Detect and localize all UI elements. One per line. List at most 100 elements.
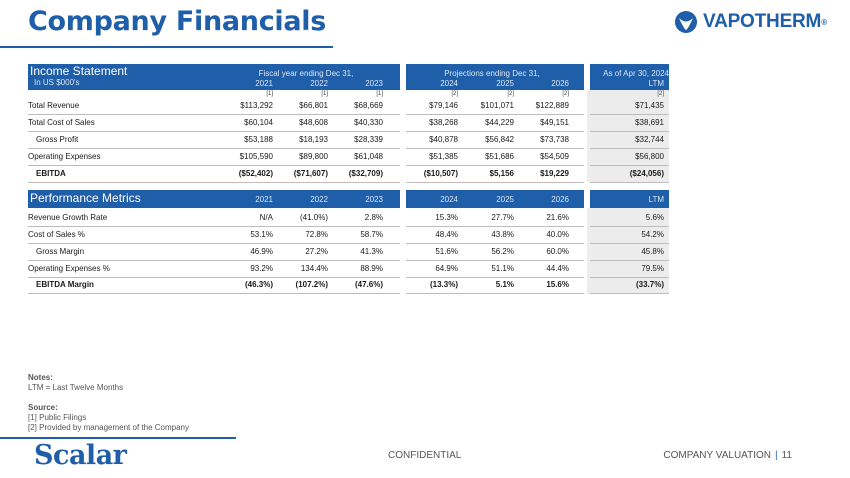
table-cell: 27.7% — [491, 213, 514, 222]
table-cell: $28,339 — [354, 135, 383, 144]
table-cell: 41.3% — [360, 247, 383, 256]
row-divider — [406, 148, 584, 149]
row-divider — [406, 277, 584, 278]
ltm-column-shade — [587, 208, 669, 294]
vapotherm-leaf-icon — [675, 11, 697, 33]
table-row: Operating Expenses % 93.2% 134.4% 88.9% 64.9… — [28, 263, 669, 275]
fiscal-group-header: Fiscal year ending Dec 31, — [258, 69, 354, 78]
table-cell: $105,590 — [239, 152, 273, 161]
table-cell: 134.4% — [300, 264, 328, 273]
performance-header-band: Performance Metrics — [28, 190, 402, 208]
table-cell: ($10,507) — [423, 169, 458, 178]
table-cell: $49,151 — [540, 118, 569, 127]
table-cell: 53.1% — [250, 230, 273, 239]
ltm-note: LTM = Last Twelve Months — [28, 383, 124, 392]
row-label: Gross Profit — [36, 135, 79, 144]
row-label: Revenue Growth Rate — [28, 213, 108, 222]
table-cell: 72.8% — [305, 230, 328, 239]
row-divider — [590, 148, 669, 149]
table-cell: 43.8% — [491, 230, 514, 239]
table-cell: 40.0% — [546, 230, 569, 239]
table-cell: $89,800 — [299, 152, 328, 161]
income-year-header: 2021 — [255, 79, 273, 88]
row-label: Gross Margin — [36, 247, 85, 256]
table-cell: 88.9% — [360, 264, 383, 273]
table-cell: N/A — [259, 213, 273, 222]
row-divider — [28, 293, 400, 294]
table-row: Total Cost of Sales $60,104 $48,608 $40,330… — [28, 117, 669, 129]
row-divider — [590, 131, 669, 132]
income-year-header: 2023 — [365, 79, 383, 88]
row-divider — [406, 260, 584, 261]
title-underline — [0, 46, 333, 48]
table-cell: $44,229 — [485, 118, 514, 127]
performance-year-header: 2025 — [496, 195, 514, 204]
table-cell: (46.3%) — [244, 280, 273, 289]
table-cell: (47.6%) — [354, 280, 383, 289]
table-cell: $48,608 — [299, 118, 328, 127]
table-cell: 5.6% — [645, 213, 664, 222]
performance-year-header: 2023 — [365, 195, 383, 204]
performance-year-header: 2024 — [440, 195, 458, 204]
table-cell: 15.3% — [435, 213, 458, 222]
row-label: EBITDA Margin — [36, 280, 94, 289]
table-row: Gross Margin 46.9% 27.2% 41.3% 51.6% 56.2% 60.… — [28, 246, 669, 258]
row-divider — [590, 165, 669, 166]
registered-mark: ® — [821, 17, 828, 27]
row-divider — [28, 260, 400, 261]
table-row: Revenue Growth Rate N/A (41.0%) 2.8% 15.3% 27… — [28, 212, 669, 224]
income-year-header: 2026 — [551, 79, 569, 88]
table-cell: $79,146 — [429, 101, 458, 110]
table-cell: 56.2% — [491, 247, 514, 256]
row-divider — [406, 114, 584, 115]
table-cell: $68,669 — [354, 101, 383, 110]
table-cell: $32,744 — [635, 135, 664, 144]
table-cell: $38,268 — [429, 118, 458, 127]
table-cell: 46.9% — [250, 247, 273, 256]
income-year-header: 2022 — [310, 79, 328, 88]
table-cell: $122,889 — [535, 101, 569, 110]
projection-group-header: Projections ending Dec 31, — [444, 69, 540, 78]
table-cell: $101,071 — [480, 101, 514, 110]
table-cell: 51.1% — [491, 264, 514, 273]
row-divider — [406, 226, 584, 227]
table-cell: $5,156 — [489, 169, 514, 178]
table-cell: 93.2% — [250, 264, 273, 273]
row-label: Total Cost of Sales — [28, 118, 95, 127]
row-divider — [28, 182, 400, 183]
table-cell: $40,878 — [429, 135, 458, 144]
table-cell: (107.2%) — [295, 280, 328, 289]
performance-title: Performance Metrics — [30, 191, 141, 205]
table-row: Cost of Sales % 53.1% 72.8% 58.7% 48.4% 43.8%… — [28, 229, 669, 241]
row-divider — [590, 277, 669, 278]
table-cell: $73,738 — [540, 135, 569, 144]
income-year-header: 2025 — [496, 79, 514, 88]
source-ref: [1] — [321, 91, 328, 97]
table-cell: 64.9% — [435, 264, 458, 273]
table-cell: 2.8% — [364, 213, 383, 222]
row-divider — [28, 165, 400, 166]
row-divider — [590, 243, 669, 244]
table-cell: $53,188 — [244, 135, 273, 144]
row-label: EBITDA — [36, 169, 66, 178]
brand-name: VAPOTHERM — [703, 11, 822, 32]
confidential-label: CONFIDENTIAL — [388, 450, 462, 461]
footer-separator: | — [775, 450, 778, 461]
table-cell: (33.7%) — [635, 280, 664, 289]
table-row: EBITDA Margin (46.3%) (107.2%) (47.6%) (13.3… — [28, 279, 669, 291]
income-year-header: 2024 — [440, 79, 458, 88]
table-cell: $38,691 — [635, 118, 664, 127]
table-cell: $56,842 — [485, 135, 514, 144]
source-ref: [2] — [657, 91, 664, 97]
row-divider — [406, 131, 584, 132]
source-ref: [2] — [562, 91, 569, 97]
row-label: Operating Expenses % — [28, 264, 110, 273]
row-divider — [28, 277, 400, 278]
table-cell: $66,801 — [299, 101, 328, 110]
table-cell: $71,435 — [635, 101, 664, 110]
table-cell: 60.0% — [546, 247, 569, 256]
income-title: Income Statement — [30, 64, 128, 78]
table-cell: 79.5% — [641, 264, 664, 273]
table-row: Total Revenue $113,292 $66,801 $68,669 $79,1… — [28, 100, 669, 112]
performance-metrics-table: Performance Metrics 2021 2022 2023 2024 2025… — [28, 190, 669, 294]
